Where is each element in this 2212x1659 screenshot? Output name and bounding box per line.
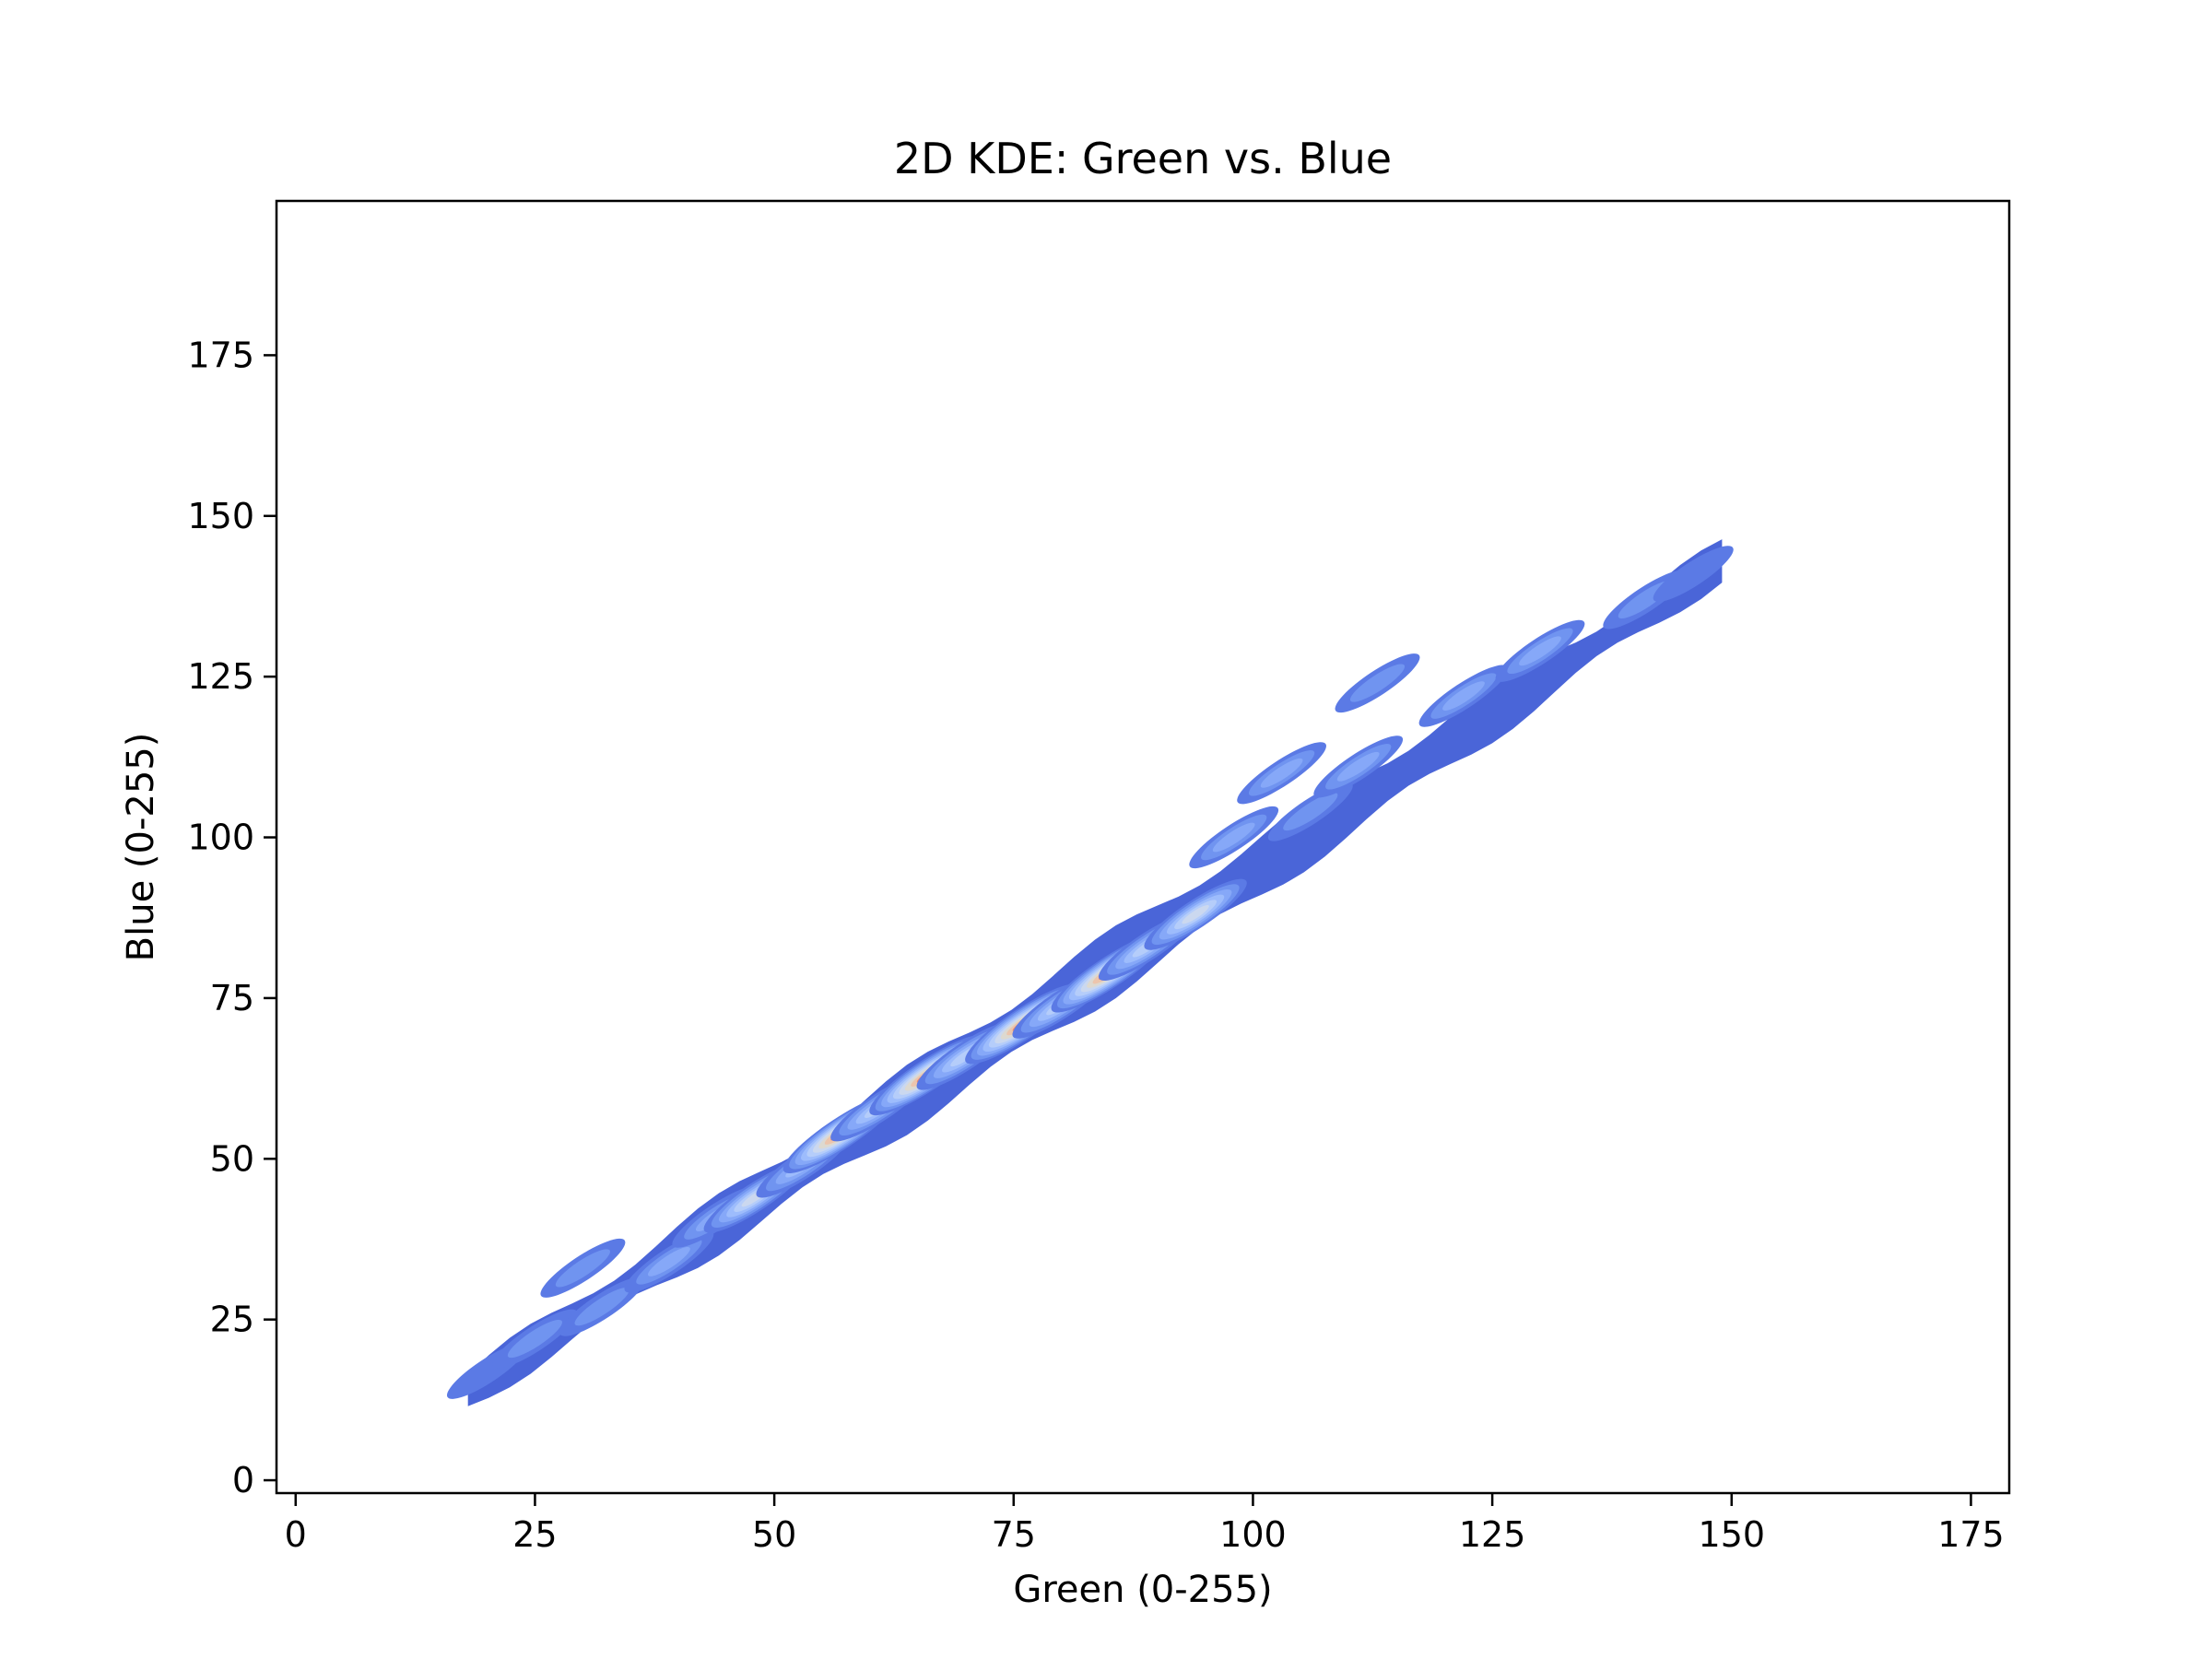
density-peak — [559, 1277, 645, 1336]
density-peak — [1189, 806, 1279, 869]
x-tick-label: 25 — [512, 1514, 557, 1555]
density-contour — [555, 1249, 610, 1288]
density-peak — [1418, 665, 1509, 727]
x-tick-label: 0 — [285, 1514, 307, 1555]
plot-frame — [275, 199, 2011, 1495]
x-tick-label: 150 — [1699, 1514, 1766, 1555]
density-peaks — [446, 546, 1734, 1399]
density-contour — [507, 1320, 562, 1359]
y-tick-label: 0 — [232, 1460, 254, 1500]
y-tick-label: 75 — [210, 978, 254, 1018]
y-tick-label: 125 — [187, 656, 254, 697]
density-contour — [1653, 546, 1734, 602]
x-tick-label: 50 — [752, 1514, 796, 1555]
density-contour — [648, 1246, 690, 1277]
y-tick-label: 150 — [187, 496, 254, 536]
density-peak — [1653, 546, 1734, 602]
density-contour — [1519, 636, 1561, 666]
density-contour — [1349, 664, 1406, 702]
x-tick-label: 125 — [1459, 1514, 1526, 1555]
density-peak — [1335, 653, 1420, 713]
density-contour — [1212, 822, 1255, 853]
y-axis-label: Blue (0-255) — [120, 733, 162, 962]
density-contour — [1336, 751, 1380, 782]
density-peak — [1144, 878, 1247, 950]
density-contour — [1182, 904, 1209, 924]
y-tick-label: 25 — [210, 1300, 254, 1340]
density-peak — [1237, 742, 1326, 805]
density-peak — [1267, 782, 1353, 841]
density-contour — [1260, 758, 1303, 788]
x-axis: 0 25 50 75 100 125 150 175 — [285, 1493, 2005, 1555]
density-peak — [540, 1238, 626, 1298]
density-contour — [1283, 793, 1338, 831]
y-tick-label: 100 — [187, 818, 254, 858]
x-tick-label: 175 — [1937, 1514, 2005, 1555]
x-tick-label: 100 — [1219, 1514, 1287, 1555]
density-peak — [1495, 619, 1585, 682]
y-tick-label: 175 — [187, 335, 254, 375]
density-contour — [1442, 681, 1485, 712]
density-peak — [624, 1230, 714, 1293]
x-axis-label: Green (0-255) — [1013, 1569, 1272, 1611]
density-peak — [1313, 735, 1404, 798]
plot-area — [446, 539, 1734, 1406]
density-peak — [492, 1309, 578, 1369]
y-axis: 0 25 50 75 100 125 150 175 — [187, 335, 276, 1500]
chart-title: 2D KDE: Green vs. Blue — [894, 134, 1392, 183]
density-contour — [574, 1288, 629, 1326]
x-tick-label: 75 — [992, 1514, 1036, 1555]
y-tick-label: 50 — [210, 1138, 254, 1179]
